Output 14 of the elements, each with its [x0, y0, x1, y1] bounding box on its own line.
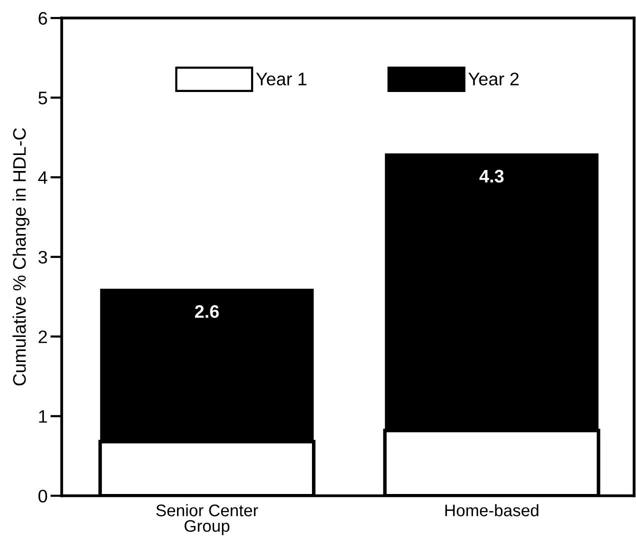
- x-tick-label: Senior Center Group: [156, 504, 258, 536]
- legend-label: Year 2: [468, 72, 519, 86]
- y-tick-label: 4: [38, 171, 48, 184]
- total-label: 2.6: [195, 305, 219, 318]
- y-tick-label: 6: [38, 12, 48, 25]
- y-tick-label: 2: [38, 330, 47, 344]
- total-label: 4.3: [479, 170, 504, 183]
- legend-label: Year 1: [256, 72, 306, 86]
- y-tick-label: 5: [38, 92, 48, 104]
- x-tick-label: Home-based: [445, 504, 538, 516]
- y-tick-label: 3: [38, 250, 48, 264]
- y-tick-label: 1: [39, 410, 47, 423]
- y-axis-title: Cumulative % Change in HDL-C: [12, 128, 30, 386]
- y-tick-label: 0: [38, 490, 48, 502]
